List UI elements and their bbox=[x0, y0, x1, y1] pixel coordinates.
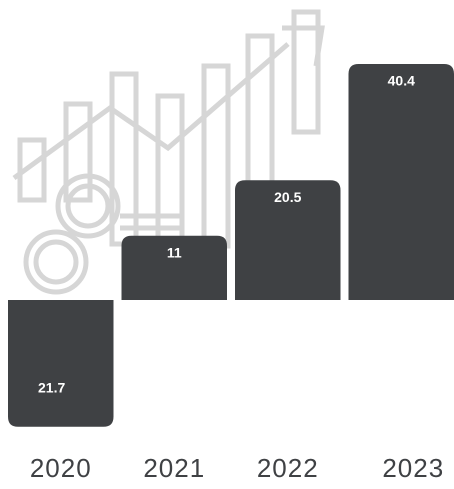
x-tick-label: 2022 bbox=[257, 453, 319, 483]
value-label: 11 bbox=[167, 244, 182, 260]
value-label: 21.7 bbox=[38, 379, 65, 395]
x-tick-label: 2021 bbox=[143, 453, 205, 483]
bar bbox=[8, 300, 114, 427]
value-label: 20.5 bbox=[274, 189, 301, 205]
bar bbox=[349, 64, 454, 300]
x-tick-label: 2023 bbox=[382, 453, 444, 483]
value-label: 40.4 bbox=[388, 73, 415, 89]
x-tick-label: 2020 bbox=[30, 453, 92, 483]
chart: 21.7 2020 11 2021 20.5 2022 40.4 2023 bbox=[0, 0, 454, 489]
